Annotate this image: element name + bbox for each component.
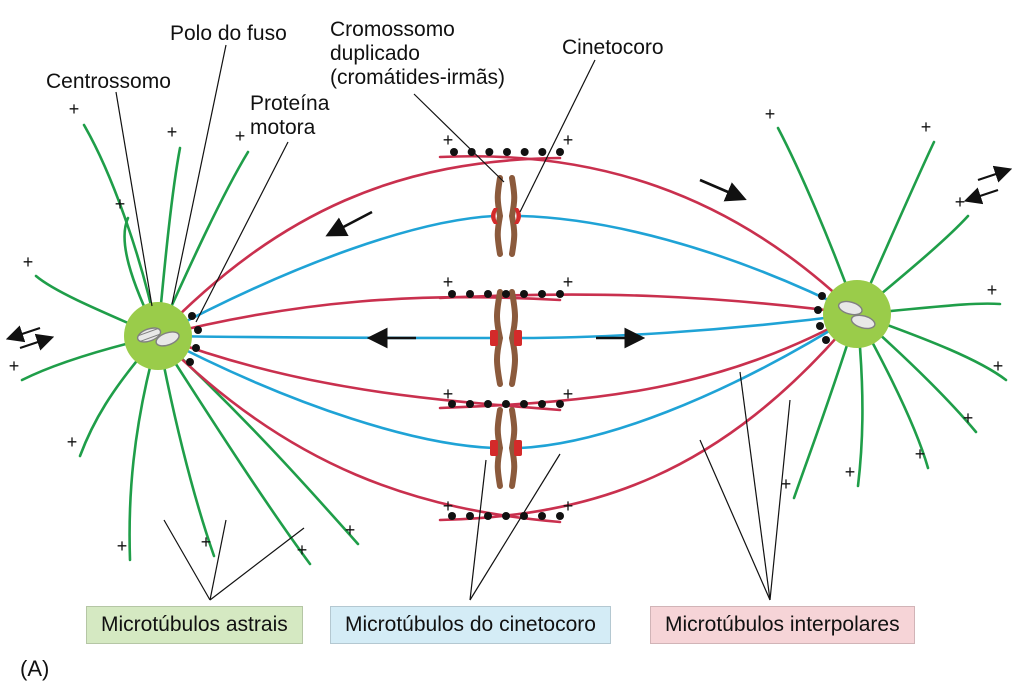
- svg-text:+: +: [69, 99, 80, 119]
- label-cromossomo-l1: Cromossomo: [330, 18, 455, 42]
- svg-text:+: +: [443, 384, 454, 404]
- svg-text:+: +: [765, 104, 776, 124]
- svg-text:+: +: [443, 130, 454, 150]
- interpolar-overlap-dots: [448, 148, 564, 520]
- svg-text:+: +: [563, 272, 574, 292]
- svg-text:+: +: [563, 130, 574, 150]
- svg-text:+: +: [563, 496, 574, 516]
- label-proteina-l1: Proteína: [250, 92, 329, 116]
- legend-kinetochore: Microtúbulos do cinetocoro: [330, 606, 611, 644]
- svg-text:+: +: [443, 496, 454, 516]
- centrosome-left: [124, 302, 192, 370]
- svg-text:+: +: [297, 540, 308, 560]
- label-cromossomo-l3: (cromátides-irmãs): [330, 66, 505, 90]
- legend-interpolar: Microtúbulos interpolares: [650, 606, 915, 644]
- centrosome-right: [823, 280, 891, 348]
- label-polo-do-fuso: Polo do fuso: [170, 22, 287, 46]
- svg-text:+: +: [9, 356, 20, 376]
- svg-text:+: +: [235, 126, 246, 146]
- svg-text:+: +: [201, 532, 212, 552]
- svg-text:+: +: [955, 192, 966, 212]
- svg-text:+: +: [345, 520, 356, 540]
- kinetochores: [490, 208, 522, 456]
- legend-astral: Microtúbulos astrais: [86, 606, 303, 644]
- svg-text:+: +: [963, 408, 974, 428]
- panel-letter: (A): [20, 656, 49, 682]
- svg-text:+: +: [67, 432, 78, 452]
- label-centrossomo: Centrossomo: [46, 70, 171, 94]
- svg-text:+: +: [845, 462, 856, 482]
- mitotic-spindle-diagram: ++++++++++++++++++++++++++++: [0, 0, 1023, 689]
- svg-text:+: +: [117, 536, 128, 556]
- svg-text:+: +: [443, 272, 454, 292]
- svg-text:+: +: [993, 356, 1004, 376]
- svg-text:+: +: [167, 122, 178, 142]
- svg-text:+: +: [915, 444, 926, 464]
- svg-text:+: +: [921, 117, 932, 137]
- svg-text:+: +: [563, 384, 574, 404]
- chromosomes: [497, 178, 515, 486]
- label-cinetocoro: Cinetocoro: [562, 36, 664, 60]
- svg-text:+: +: [987, 280, 998, 300]
- svg-text:+: +: [115, 194, 126, 214]
- kinetochore-microtubules: [158, 216, 857, 448]
- label-proteina-l2: motora: [250, 116, 315, 140]
- label-cromossomo-l2: duplicado: [330, 42, 420, 66]
- astral-microtubules-right: [778, 128, 1006, 498]
- svg-text:+: +: [23, 252, 34, 272]
